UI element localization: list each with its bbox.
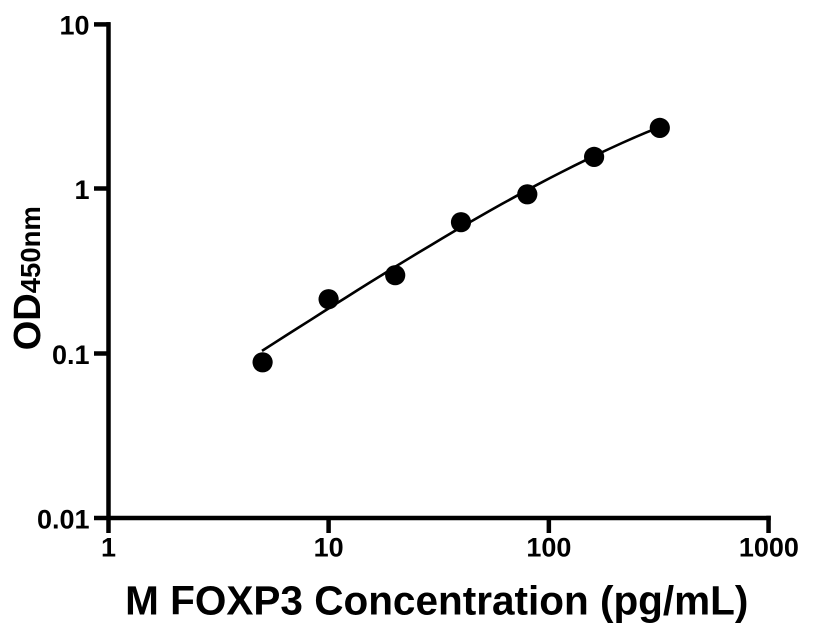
svg-text:100: 100 [526,533,571,563]
svg-text:1: 1 [101,533,116,563]
svg-text:1: 1 [74,175,89,205]
svg-text:OD450nm: OD450nm [7,206,49,350]
svg-text:1000: 1000 [739,533,799,563]
svg-text:10: 10 [314,533,344,563]
svg-text:0.1: 0.1 [52,340,90,370]
svg-text:M FOXP3 Concentration (pg/mL): M FOXP3 Concentration (pg/mL) [125,578,748,624]
svg-text:0.01: 0.01 [37,504,90,534]
svg-text:10: 10 [59,11,89,41]
